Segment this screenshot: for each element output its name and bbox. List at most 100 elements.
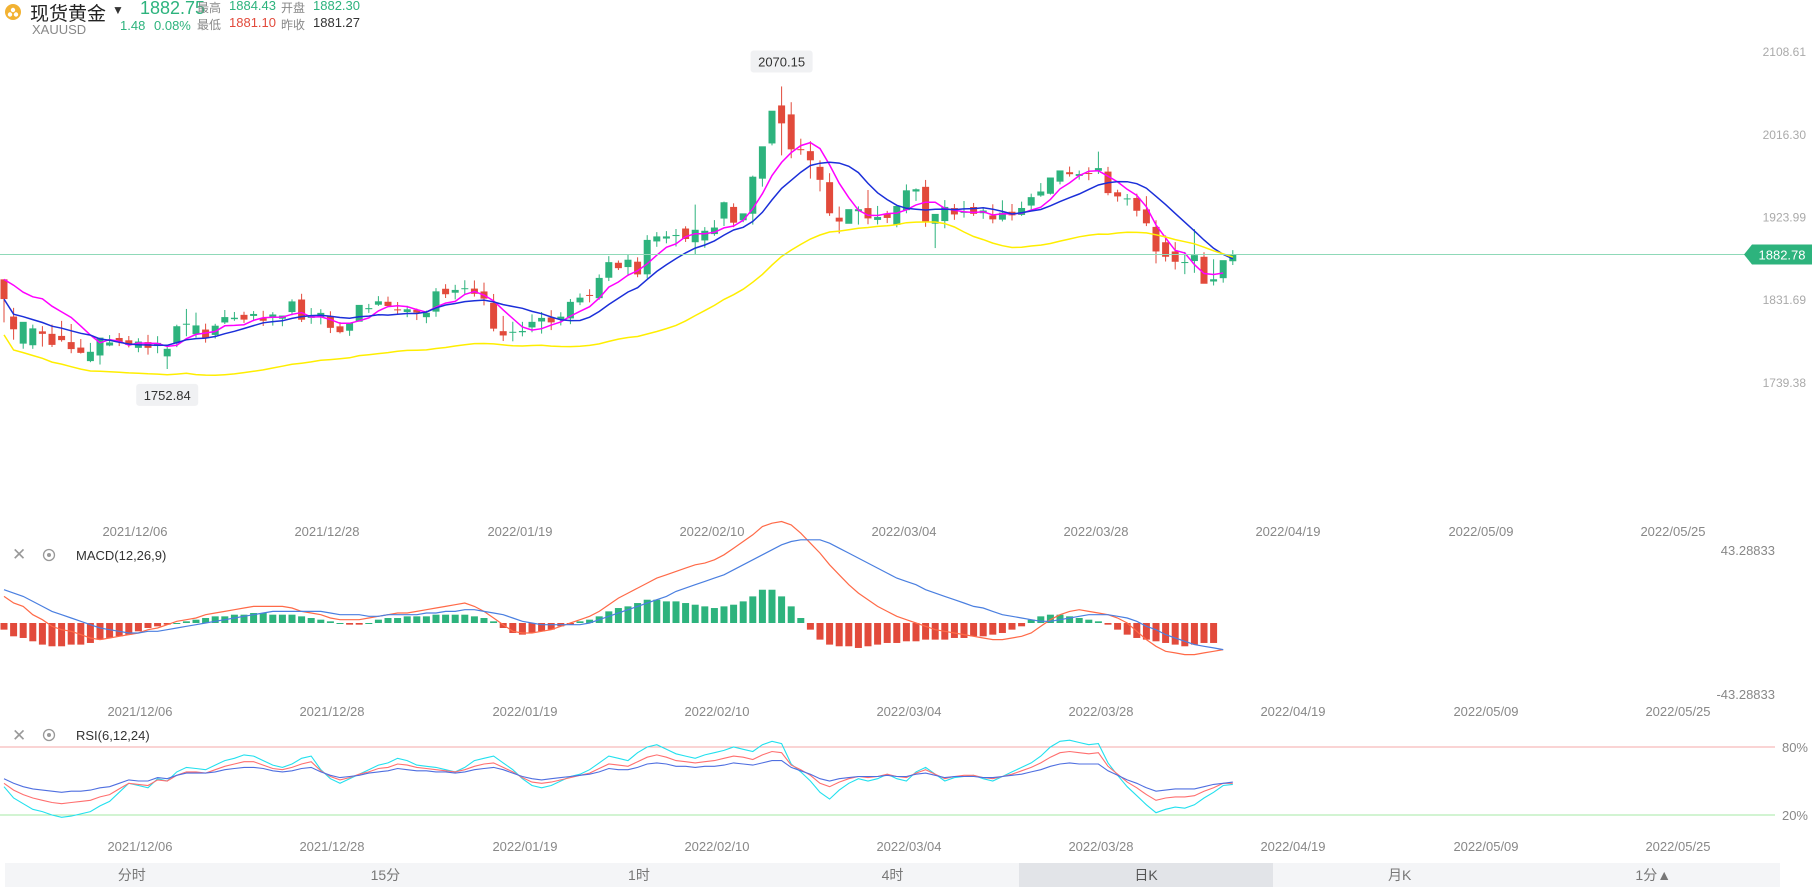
macd-bar: [701, 606, 709, 623]
macd-bar: [58, 623, 66, 647]
tab-2[interactable]: 1时: [628, 867, 650, 883]
macd-settings-icon-dot: [47, 553, 51, 557]
tab-6[interactable]: 1分▲: [1635, 867, 1672, 883]
candle-body: [384, 301, 392, 306]
tab-1[interactable]: 15分: [370, 867, 401, 883]
macd-x-label-5: 2022/03/28: [1068, 704, 1133, 719]
macd-bar: [528, 623, 536, 633]
macd-bar: [854, 623, 862, 648]
rsi-x-label-5: 2022/03/28: [1068, 839, 1133, 854]
macd-x-label-3: 2022/02/10: [684, 704, 749, 719]
tab-4[interactable]: 日K: [1019, 863, 1273, 887]
macd-bar: [864, 623, 872, 647]
tab-3[interactable]: 4时: [881, 867, 904, 883]
candle-body: [682, 228, 690, 240]
macd-bar: [307, 618, 315, 623]
macd-bar: [365, 623, 373, 624]
instrument-dropdown-icon[interactable]: ▼: [112, 3, 124, 17]
tab-0[interactable]: 分时: [117, 867, 146, 883]
candle-body: [413, 309, 421, 313]
chart-area[interactable]: 2108.61 2016.30 1923.99 1831.69 1739.38 1882.…: [0, 0, 1815, 860]
macd-bar: [1066, 616, 1074, 623]
macd-x-label-4: 2022/03/04: [876, 704, 941, 719]
macd-bar: [432, 614, 440, 623]
ma20-line: [3, 221, 1234, 377]
macd-bar: [1210, 623, 1218, 643]
candle-body: [749, 176, 757, 214]
candle-body: [1018, 207, 1026, 215]
main-x-label-1: 2021/12/28: [294, 524, 359, 539]
candle-body: [461, 288, 469, 290]
open-value: 1882.30: [313, 0, 360, 13]
macd-bar: [586, 619, 594, 623]
candle-body: [1162, 242, 1170, 257]
high-value: 1884.43: [229, 0, 276, 13]
candle-body: [816, 166, 824, 180]
macd-bar: [826, 623, 834, 645]
macd-bar: [1094, 621, 1102, 623]
macd-bar: [1075, 618, 1083, 623]
candle-body: [931, 213, 939, 224]
candle-body: [557, 316, 565, 320]
candle-body: [787, 114, 795, 150]
candle-body: [1142, 209, 1150, 224]
macd-x-label-0: 2021/12/06: [107, 704, 172, 719]
main-x-label-8: 2022/05/25: [1640, 524, 1705, 539]
macd-bar: [230, 614, 238, 623]
candle-body: [67, 342, 75, 350]
macd-bar: [154, 623, 162, 627]
current-price-label: 1882.78: [1759, 247, 1806, 262]
macd-bar: [211, 616, 219, 623]
macd-bar: [989, 623, 997, 635]
candle-body: [154, 342, 162, 347]
rsi-x-label-3: 2022/02/10: [684, 839, 749, 854]
gold-logo-icon: [5, 4, 21, 20]
macd-bar: [1104, 623, 1112, 625]
candle-body: [38, 331, 46, 334]
period-tabs: 分时 15分 1时 4时 日K 月K 1分▲: [5, 863, 1780, 887]
macd-dea-line: [3, 539, 1224, 651]
candle-body: [691, 229, 699, 243]
candle-body: [893, 206, 901, 225]
instrument-name[interactable]: 现货黄金: [30, 4, 107, 25]
candle-body: [163, 348, 171, 357]
macd-bar: [845, 623, 853, 647]
candle-body: [586, 294, 594, 296]
macd-bar: [1037, 616, 1045, 623]
macd-bar: [125, 623, 133, 635]
macd-bar: [1162, 623, 1170, 643]
candle-body: [1190, 255, 1198, 262]
macd-bar: [960, 623, 968, 638]
macd-bar: [720, 606, 728, 623]
candle-body: [1210, 279, 1218, 282]
main-x-label-4: 2022/03/04: [871, 524, 936, 539]
macd-bar: [797, 618, 805, 623]
macd-bar: [1152, 623, 1160, 642]
candle-body: [48, 333, 56, 345]
candle-body: [509, 331, 517, 333]
candle-body: [1152, 226, 1160, 252]
macd-bar: [269, 614, 277, 623]
rsi-x-label-0: 2021/12/06: [107, 839, 172, 854]
candle-body: [86, 351, 94, 362]
macd-bar: [970, 623, 978, 637]
macd-bar: [1123, 623, 1131, 635]
candle-body: [365, 308, 373, 310]
macd-bar: [38, 623, 46, 645]
quote-header: 现货黄金 ▼ XAUUSD 1882.75 1.48 0.08% 最高 1884…: [0, 0, 600, 40]
candle-body: [624, 259, 632, 268]
candle-body: [874, 217, 882, 220]
price-change: 1.48: [120, 18, 146, 33]
macd-bar: [710, 608, 718, 623]
rsi-x-label-8: 2022/05/25: [1645, 839, 1710, 854]
macd-bar: [480, 618, 488, 623]
macd-title: MACD(12,26,9): [76, 548, 166, 563]
macd-bar: [403, 616, 411, 623]
candle-body: [922, 186, 930, 222]
tab-5[interactable]: 月K: [1388, 867, 1412, 883]
candle-body: [1219, 260, 1227, 279]
low-value: 1881.10: [229, 15, 276, 30]
rsi-settings-icon-dot: [47, 733, 51, 737]
candle-body: [1027, 197, 1035, 206]
macd-bar: [346, 623, 354, 625]
